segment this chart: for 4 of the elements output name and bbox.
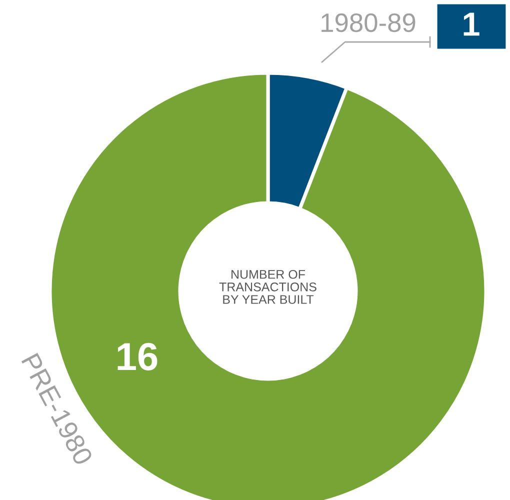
legend-label: 1980-89 xyxy=(322,13,416,32)
data-label: 16 xyxy=(118,342,158,370)
text: NUMBER OF TRANSACTIONS BY YEAR BUILT xyxy=(219,270,316,304)
data-label: 1 xyxy=(464,12,480,36)
